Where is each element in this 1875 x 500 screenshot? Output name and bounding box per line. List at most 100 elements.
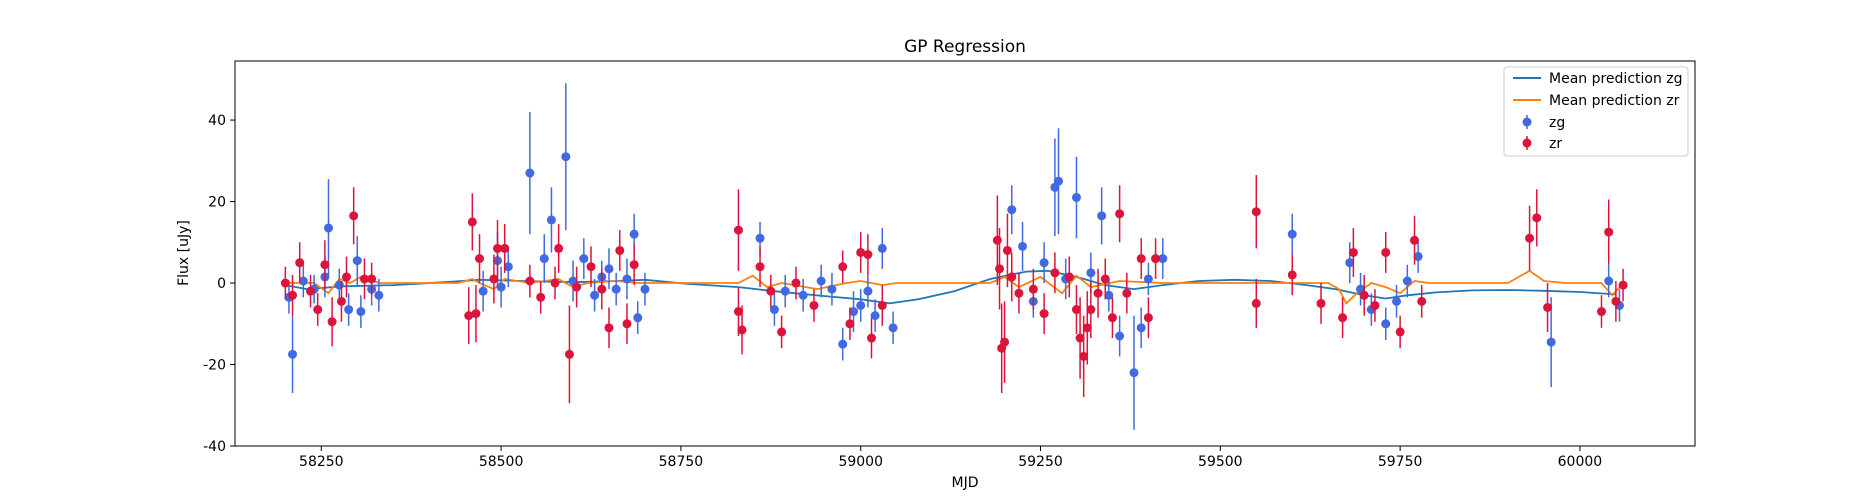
zg-point xyxy=(539,234,549,284)
zr-point xyxy=(336,281,346,322)
zr-point xyxy=(856,232,866,273)
zr-point xyxy=(320,240,330,290)
x-tick-label: 58750 xyxy=(659,454,704,470)
zr-marker xyxy=(622,319,632,329)
zg-marker xyxy=(1136,323,1146,333)
zr-point xyxy=(1410,215,1420,265)
zr-points xyxy=(280,175,1628,404)
zr-point xyxy=(1525,205,1535,271)
zg-marker xyxy=(1287,229,1297,239)
zg-marker xyxy=(629,229,639,239)
zr-marker xyxy=(327,317,337,327)
zr-marker xyxy=(554,243,564,253)
zg-point xyxy=(496,266,506,308)
zr-point xyxy=(766,274,776,308)
zr-point xyxy=(1122,272,1132,314)
zr-point xyxy=(1417,285,1427,318)
zr-point xyxy=(1071,285,1081,334)
zg-point xyxy=(1129,315,1139,430)
zg-point xyxy=(611,272,621,306)
zr-marker xyxy=(1136,254,1146,264)
zg-marker xyxy=(539,254,549,264)
zg-marker xyxy=(1086,268,1096,278)
zr-marker xyxy=(1370,300,1380,310)
zr-marker xyxy=(1115,209,1125,219)
zr-marker xyxy=(1151,254,1161,264)
zg-point xyxy=(478,270,488,312)
zg-marker xyxy=(298,276,308,286)
zg-point xyxy=(503,246,513,288)
zr-point xyxy=(1143,297,1153,339)
zr-marker xyxy=(493,243,503,253)
zr-marker xyxy=(1082,323,1092,333)
zr-marker xyxy=(320,260,330,270)
zr-marker xyxy=(1143,313,1153,323)
zr-marker xyxy=(604,323,614,333)
zg-marker xyxy=(503,262,513,272)
zr-marker xyxy=(1093,288,1103,298)
zg-point xyxy=(1039,242,1049,284)
zr-marker xyxy=(1348,247,1358,257)
zr-point xyxy=(1604,199,1614,265)
zg-point xyxy=(1413,240,1423,273)
zr-point xyxy=(1151,238,1161,279)
zr-marker xyxy=(777,327,787,337)
zg-point xyxy=(1604,264,1614,298)
zr-marker xyxy=(280,278,290,288)
zr-point xyxy=(1028,268,1038,310)
zr-marker xyxy=(464,311,474,321)
zr-marker xyxy=(1395,327,1405,337)
zg-point xyxy=(352,236,362,286)
y-tick-label: 40 xyxy=(208,113,226,129)
zg-point xyxy=(590,278,600,312)
zr-point xyxy=(1611,281,1621,322)
zg-point xyxy=(863,274,873,308)
zr-marker xyxy=(856,247,866,257)
zg-point xyxy=(780,274,790,308)
zr-point xyxy=(1359,274,1369,316)
zr-marker xyxy=(1316,298,1326,308)
zr-point xyxy=(737,305,747,355)
zg-point xyxy=(344,293,354,326)
zg-point xyxy=(838,327,848,361)
zr-marker xyxy=(1028,284,1038,294)
legend-label-zr: zr xyxy=(1549,136,1562,152)
x-axis-label: MJD xyxy=(952,475,979,491)
zg-point xyxy=(356,295,366,328)
zr-marker xyxy=(1007,272,1017,282)
legend-box xyxy=(1503,66,1689,157)
zg-marker xyxy=(604,264,614,274)
zr-marker xyxy=(615,245,625,255)
zg-marker xyxy=(611,284,621,294)
zr-point xyxy=(550,266,560,300)
zr-marker xyxy=(1014,288,1024,298)
zg-point xyxy=(1007,185,1017,235)
zg-marker xyxy=(640,284,650,294)
zr-marker xyxy=(838,262,848,272)
zr-marker xyxy=(489,274,499,284)
zr-marker xyxy=(992,235,1002,245)
zr-marker xyxy=(733,225,743,235)
zg-marker xyxy=(496,282,506,292)
zr-marker xyxy=(809,300,819,310)
zg-marker xyxy=(1158,254,1168,264)
zg-marker xyxy=(288,349,298,359)
zg-marker xyxy=(1115,331,1125,341)
zr-marker xyxy=(1338,313,1348,323)
zr-point xyxy=(295,242,305,284)
zr-marker xyxy=(550,278,560,288)
zr-marker xyxy=(1532,213,1542,223)
zr-marker xyxy=(766,286,776,296)
zr-point xyxy=(995,228,1005,310)
zr-point xyxy=(525,264,535,298)
zr-point xyxy=(1251,175,1261,249)
zg-marker xyxy=(622,274,632,284)
zg-marker xyxy=(827,284,837,294)
zr-marker xyxy=(359,274,369,284)
zr-point xyxy=(1597,295,1607,328)
zg-marker xyxy=(1129,368,1139,378)
zg-point xyxy=(561,83,571,231)
zr-marker xyxy=(536,292,546,302)
zr-marker xyxy=(336,296,346,306)
